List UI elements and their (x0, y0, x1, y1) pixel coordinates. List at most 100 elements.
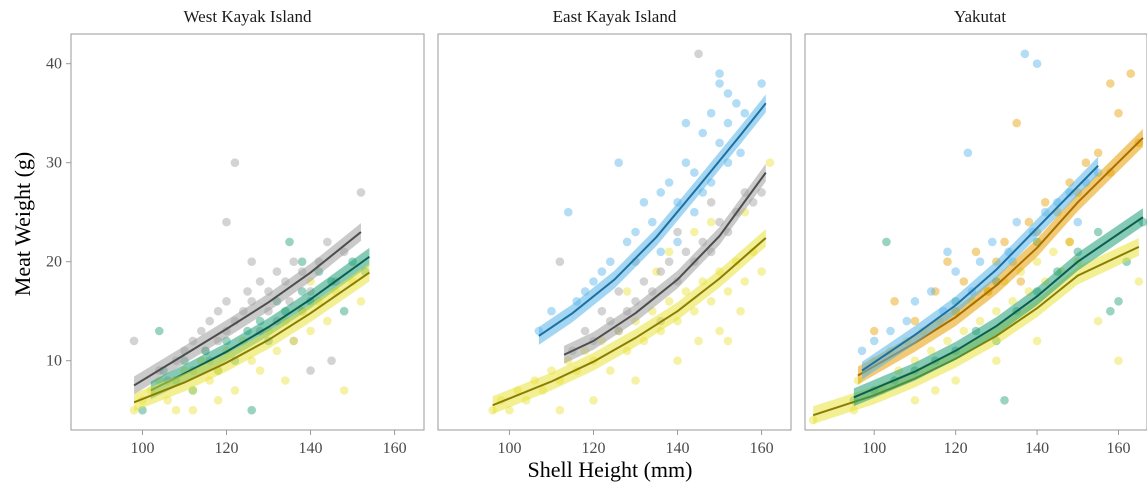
data-point (555, 257, 565, 267)
data-point (943, 257, 952, 267)
x-tick-label: 160 (1107, 440, 1131, 457)
data-point (715, 79, 724, 88)
data-point (272, 267, 282, 276)
x-tick-label: 120 (944, 440, 968, 457)
data-point (614, 287, 624, 296)
data-point (706, 297, 716, 306)
data-point (247, 405, 257, 415)
x-tick-label: 160 (750, 440, 774, 457)
data-point (1114, 108, 1123, 118)
data-point (975, 316, 985, 326)
data-point (723, 89, 733, 98)
data-point (589, 277, 598, 286)
data-point (656, 267, 666, 276)
data-point (213, 396, 223, 405)
data-point (951, 376, 960, 385)
data-point (631, 227, 640, 237)
data-point (943, 247, 952, 257)
panel-frame (70, 33, 425, 431)
x-tick-label: 140 (1025, 440, 1049, 457)
y-tick-label: 20 (46, 254, 62, 271)
data-point (664, 178, 674, 187)
data-point (1114, 297, 1123, 306)
panel-title: Yakutat (954, 7, 1006, 26)
data-point (1012, 217, 1022, 227)
data-point (547, 306, 556, 316)
panel-2: East Kayak Island 100 120 140 160 (437, 7, 792, 457)
data-point (1032, 59, 1042, 68)
data-point (765, 158, 775, 167)
data-point (222, 297, 231, 306)
data-point (740, 108, 750, 118)
data-point (230, 158, 240, 167)
data-point (690, 168, 699, 177)
y-tick-label: 40 (46, 56, 62, 73)
data-point (605, 366, 615, 375)
data-point (694, 49, 703, 59)
data-point (297, 287, 307, 296)
data-point (869, 326, 879, 336)
data-point (1020, 49, 1030, 59)
data-point (732, 99, 741, 108)
data-point (129, 336, 139, 346)
confidence-band (134, 263, 370, 412)
data-point (1065, 237, 1074, 247)
data-point (1106, 306, 1115, 316)
data-point (890, 297, 899, 306)
data-point (597, 306, 607, 316)
x-tick-label: 120 (214, 440, 238, 457)
data-point (1065, 237, 1074, 247)
data-point (255, 366, 265, 375)
data-point (356, 188, 366, 197)
data-point (715, 69, 724, 78)
data-point (664, 297, 674, 306)
data-point (992, 306, 1001, 316)
data-point (323, 316, 332, 326)
confidence-band (862, 156, 1099, 380)
data-point (910, 297, 920, 306)
panel-content (488, 49, 775, 415)
data-point (1093, 316, 1103, 326)
y-axis-label: Meat Weight (g) (10, 152, 35, 296)
fit-line (853, 216, 1144, 399)
data-point (971, 247, 981, 257)
panel-title: West Kayak Island (184, 7, 312, 26)
data-point (1126, 69, 1136, 78)
data-point (757, 188, 766, 197)
fit-line (563, 172, 767, 356)
y-tick-label: 30 (46, 155, 62, 172)
data-point (926, 346, 936, 356)
data-point (706, 198, 716, 207)
data-point (664, 247, 674, 257)
data-point (1049, 247, 1058, 257)
x-tick-label: 100 (497, 440, 521, 457)
data-point (723, 287, 733, 296)
data-point (605, 257, 615, 267)
data-point (652, 267, 661, 276)
data-point (1106, 79, 1115, 88)
data-point (943, 336, 952, 346)
x-tick-label: 160 (383, 440, 407, 457)
panel-content (129, 158, 370, 415)
data-point (910, 316, 920, 326)
fit-line (538, 102, 767, 337)
data-point (356, 297, 366, 306)
panel-1: West Kayak Island 100 120 140 160 10 20 30 40 (46, 7, 425, 457)
data-point (706, 217, 716, 227)
data-point (740, 277, 750, 286)
data-point (690, 207, 699, 217)
data-point (698, 128, 708, 138)
confidence-band (564, 163, 766, 364)
data-point (910, 396, 920, 405)
data-point (694, 336, 703, 346)
panel-frame (437, 33, 792, 431)
data-point (673, 356, 682, 366)
data-point (1040, 198, 1050, 207)
confidence-band (150, 247, 370, 400)
data-point (664, 257, 674, 267)
data-point (327, 356, 336, 366)
x-tick-label: 120 (581, 440, 605, 457)
data-point (723, 118, 733, 128)
x-tick-label: 100 (130, 440, 154, 457)
